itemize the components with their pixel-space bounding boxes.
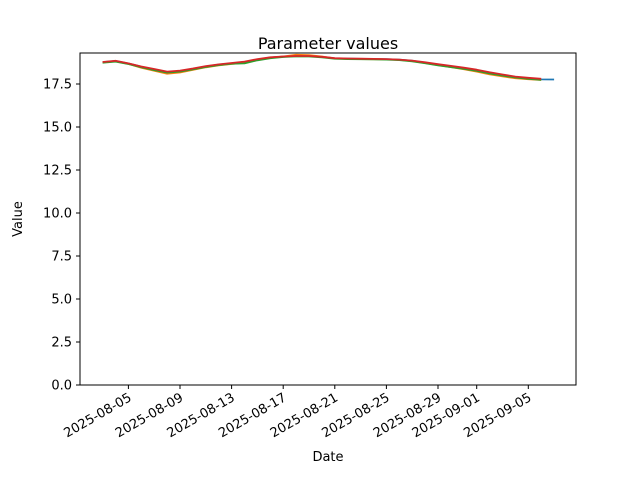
y-axis: 0.0 2.5 5.0 7.5 10.0 12.5 15.0 17.5 [43, 78, 80, 394]
y-tick-label: 17.5 [43, 78, 72, 93]
y-tick-label: 2.5 [51, 336, 72, 351]
y-tick-label: 7.5 [51, 250, 72, 265]
plot-area [79, 52, 577, 386]
y-axis-label: Value [11, 201, 26, 237]
y-tick-label: 0.0 [51, 379, 72, 394]
y-tick-label: 10.0 [43, 207, 72, 222]
series-lines [102, 53, 555, 81]
y-tick-label: 15.0 [43, 121, 72, 136]
y-tick-label: 12.5 [43, 164, 72, 179]
chart-title: Parameter values [258, 34, 398, 53]
x-axis-label: Date [312, 450, 343, 465]
series-line-series-4 [102, 55, 542, 80]
y-tick-label: 5.0 [51, 293, 72, 308]
x-axis: 2025-08-052025-08-092025-08-132025-08-17… [61, 385, 534, 441]
